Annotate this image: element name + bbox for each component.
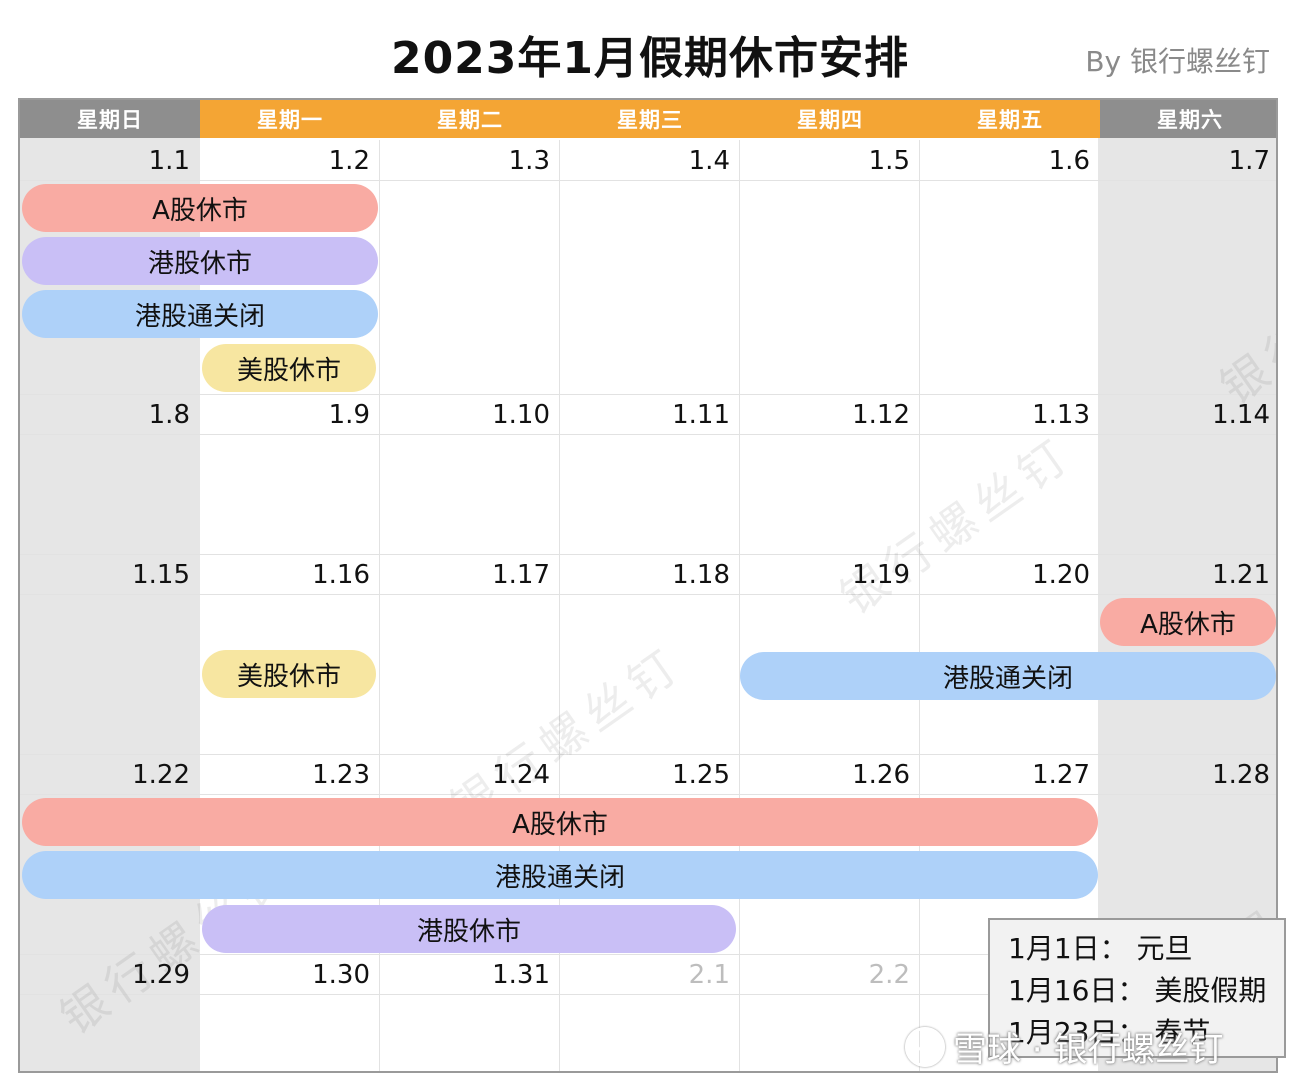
day-number: 1.20 [1032, 560, 1090, 590]
legend-item: 1月16日： 美股假期 [1008, 974, 1267, 1007]
day-number: 1.28 [1212, 760, 1270, 790]
event-a-share-closed: A股休市 [22, 798, 1098, 846]
day-number-next-month: 2.2 [868, 960, 910, 990]
day-number: 1.23 [312, 760, 370, 790]
header-saturday: 星期六 [1100, 100, 1276, 138]
day-number: 1.13 [1032, 400, 1090, 430]
header-friday: 星期五 [920, 100, 1100, 138]
day-number: 1.21 [1212, 560, 1270, 590]
grid-hline [20, 594, 1276, 595]
grid-vline [379, 140, 380, 1071]
event-connect-closed: 港股通关闭 [22, 851, 1098, 899]
event-a-share-closed: A股休市 [22, 184, 378, 232]
day-number: 1.14 [1212, 400, 1270, 430]
grid-hline [20, 954, 1276, 955]
header-wednesday: 星期三 [560, 100, 740, 138]
author-byline: By 银行螺丝钉 [1085, 45, 1270, 78]
header-monday: 星期一 [200, 100, 380, 138]
header-sunday: 星期日 [20, 100, 200, 138]
grid-hline [20, 394, 1276, 395]
day-number: 1.12 [852, 400, 910, 430]
day-number: 1.9 [328, 400, 370, 430]
day-number: 1.8 [148, 400, 190, 430]
grid-hline [20, 434, 1276, 435]
event-connect-closed: 港股通关闭 [740, 652, 1276, 700]
watermark: 银行螺丝钉 [830, 425, 1083, 626]
legend-item: 1月23日： 春节 [1008, 1016, 1211, 1049]
day-number: 1.31 [492, 960, 550, 990]
header-thursday: 星期四 [740, 100, 920, 138]
event-us-closed: 美股休市 [202, 344, 376, 392]
day-number: 1.5 [868, 146, 910, 176]
day-number: 1.2 [328, 146, 370, 176]
grid-hline [20, 754, 1276, 755]
event-hk-closed: 港股休市 [202, 905, 736, 953]
day-number: 1.17 [492, 560, 550, 590]
header-tuesday: 星期二 [380, 100, 560, 138]
day-number: 1.26 [852, 760, 910, 790]
event-connect-closed: 港股通关闭 [22, 290, 378, 338]
day-number: 1.27 [1032, 760, 1090, 790]
day-number: 1.4 [688, 146, 730, 176]
day-number: 1.30 [312, 960, 370, 990]
grid-vline [739, 140, 740, 1071]
day-number: 1.18 [672, 560, 730, 590]
day-number: 1.7 [1228, 146, 1270, 176]
day-number: 1.3 [508, 146, 550, 176]
day-number: 1.29 [132, 960, 190, 990]
grid-hline [20, 554, 1276, 555]
legend-item: 1月1日： 元旦 [1008, 932, 1193, 965]
event-hk-closed: 港股休市 [22, 237, 378, 285]
day-number: 1.15 [132, 560, 190, 590]
footer-watermark: 雪球 · 银行螺丝钉 [905, 1022, 1223, 1071]
day-number: 1.16 [312, 560, 370, 590]
snowball-logo-icon [905, 1026, 945, 1067]
day-number: 1.22 [132, 760, 190, 790]
event-a-share-closed: A股休市 [1100, 598, 1276, 646]
page-title: 2023年1月假期休市安排 [390, 33, 910, 84]
day-number: 1.11 [672, 400, 730, 430]
footer-text: 雪球 · 银行螺丝钉 [953, 1030, 1224, 1070]
saturday-column-shade [1098, 100, 1276, 1071]
grid-vline [559, 140, 560, 1071]
day-number: 1.19 [852, 560, 910, 590]
day-number: 1.1 [148, 146, 190, 176]
event-us-closed: 美股休市 [202, 650, 376, 698]
grid-vline [919, 140, 920, 1071]
grid-hline [20, 794, 1276, 795]
grid-hline [20, 180, 1276, 181]
calendar-grid: 星期日 星期一 星期二 星期三 星期四 星期五 星期六 银行螺丝钉 银行螺丝钉 … [18, 98, 1278, 1073]
day-number: 1.25 [672, 760, 730, 790]
grid-hline [20, 994, 1276, 995]
day-number: 1.24 [492, 760, 550, 790]
day-number: 1.10 [492, 400, 550, 430]
day-number: 1.6 [1048, 146, 1090, 176]
holiday-legend: 1月1日： 元旦 1月16日： 美股假期 1月23日： 春节 [988, 918, 1286, 1058]
day-number-next-month: 2.1 [688, 960, 730, 990]
